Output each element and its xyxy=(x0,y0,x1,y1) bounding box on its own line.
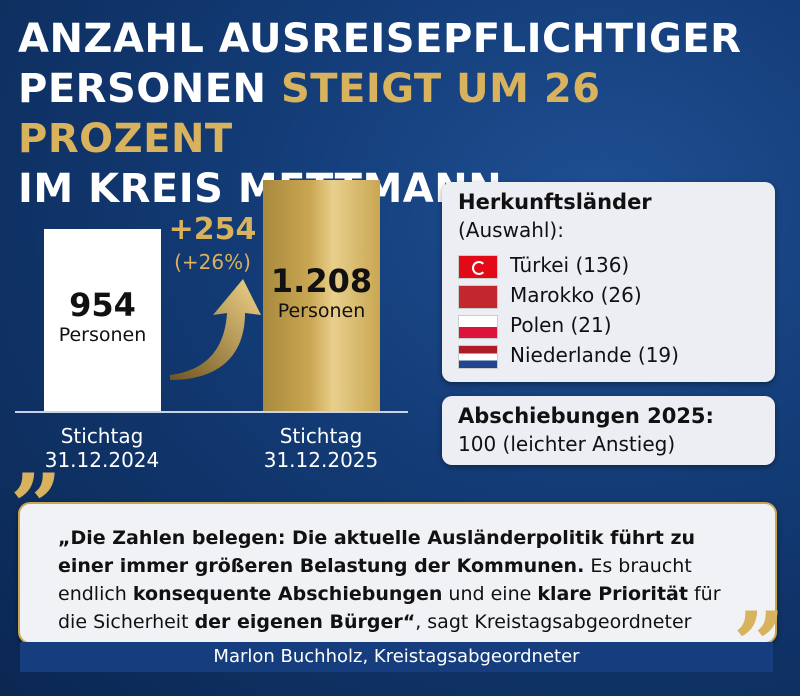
origins-box: Herkunftsländer (Auswahl): Türkei (136) … xyxy=(442,182,775,382)
quote-segment: konsequente Abschiebungen xyxy=(132,583,443,605)
title-line: PERSONEN STEIGT UM 26 PROZENT xyxy=(18,64,800,164)
quote-segment: und eine xyxy=(442,583,538,605)
origin-row: Türkei (136) xyxy=(458,250,679,280)
flag-poland xyxy=(458,314,498,339)
origin-label: Niederlande (19) xyxy=(510,343,679,367)
bar: 1.208 Personen xyxy=(263,180,380,412)
bar-unit: Personen xyxy=(277,300,366,322)
origin-row: Marokko (26) xyxy=(458,280,679,310)
deportations-text: 100 (leichter Anstieg) xyxy=(458,432,676,456)
quote-segment: der eigenen Bürger“ xyxy=(194,611,416,633)
origin-label: Polen (21) xyxy=(510,313,612,337)
deportations-title: Abschiebungen 2025: xyxy=(458,404,714,428)
flag-netherlands xyxy=(458,344,498,369)
origin-label: Türkei (136) xyxy=(510,253,630,277)
quote-segment: für die Sicherheit xyxy=(58,583,721,633)
baseline xyxy=(15,411,408,413)
title-highlight: STEIGT UM 26 PROZENT xyxy=(18,66,601,162)
growth-arrow xyxy=(170,279,261,380)
origin-label: Marokko (26) xyxy=(510,283,642,307)
x-label: Stichtag 31.12.2024 xyxy=(44,424,160,472)
title: ANZAHL AUSREISEPFLICHTIGER PERSONEN STEI… xyxy=(18,14,800,214)
title-part: PERSONEN xyxy=(18,66,267,112)
bar-unit: Personen xyxy=(58,324,147,347)
title-line: IM KREIS METTMANN xyxy=(18,166,503,212)
origin-row: Niederlande (19) xyxy=(458,340,679,370)
origins-title: Herkunftsländer xyxy=(458,190,652,214)
flag-morocco xyxy=(458,284,498,309)
origins-list: Türkei (136) Marokko (26) Polen (21) Nie… xyxy=(458,250,679,370)
origin-row: Polen (21) xyxy=(458,310,679,340)
bar: 954 Personen xyxy=(44,228,161,412)
change-label: +254 xyxy=(168,212,257,247)
deportations-box: Abschiebungen 2025: 100 (leichter Anstie… xyxy=(442,396,775,465)
bar-value: 1.208 xyxy=(270,262,373,300)
quote-text: „Die Zahlen belegen: Die aktuelle Auslän… xyxy=(58,524,738,664)
flag-turkey xyxy=(458,254,498,279)
arrow-shape xyxy=(170,279,261,380)
origins-subtitle: (Auswahl): xyxy=(458,218,564,242)
quote-segment: „Die Zahlen belegen: Die aktuelle Auslän… xyxy=(58,527,696,577)
quote-segment: klare Priorität xyxy=(537,583,688,605)
x-label: Stichtag 31.12.2025 xyxy=(263,424,379,472)
quote-segment: Es braucht endlich xyxy=(58,555,692,605)
attribution: Marlon Buchholz, Kreistagsabgeordneter xyxy=(20,642,773,672)
title-line: ANZAHL AUSREISEPFLICHTIGER xyxy=(18,16,742,62)
bar-value: 954 xyxy=(69,286,136,325)
quote-box: „Die Zahlen belegen: Die aktuelle Auslän… xyxy=(18,502,777,661)
change-percent: (+26%) xyxy=(174,250,251,274)
chart: 954 Personen Stichtag 31.12.2024 1.208 Perso… xyxy=(44,180,380,472)
